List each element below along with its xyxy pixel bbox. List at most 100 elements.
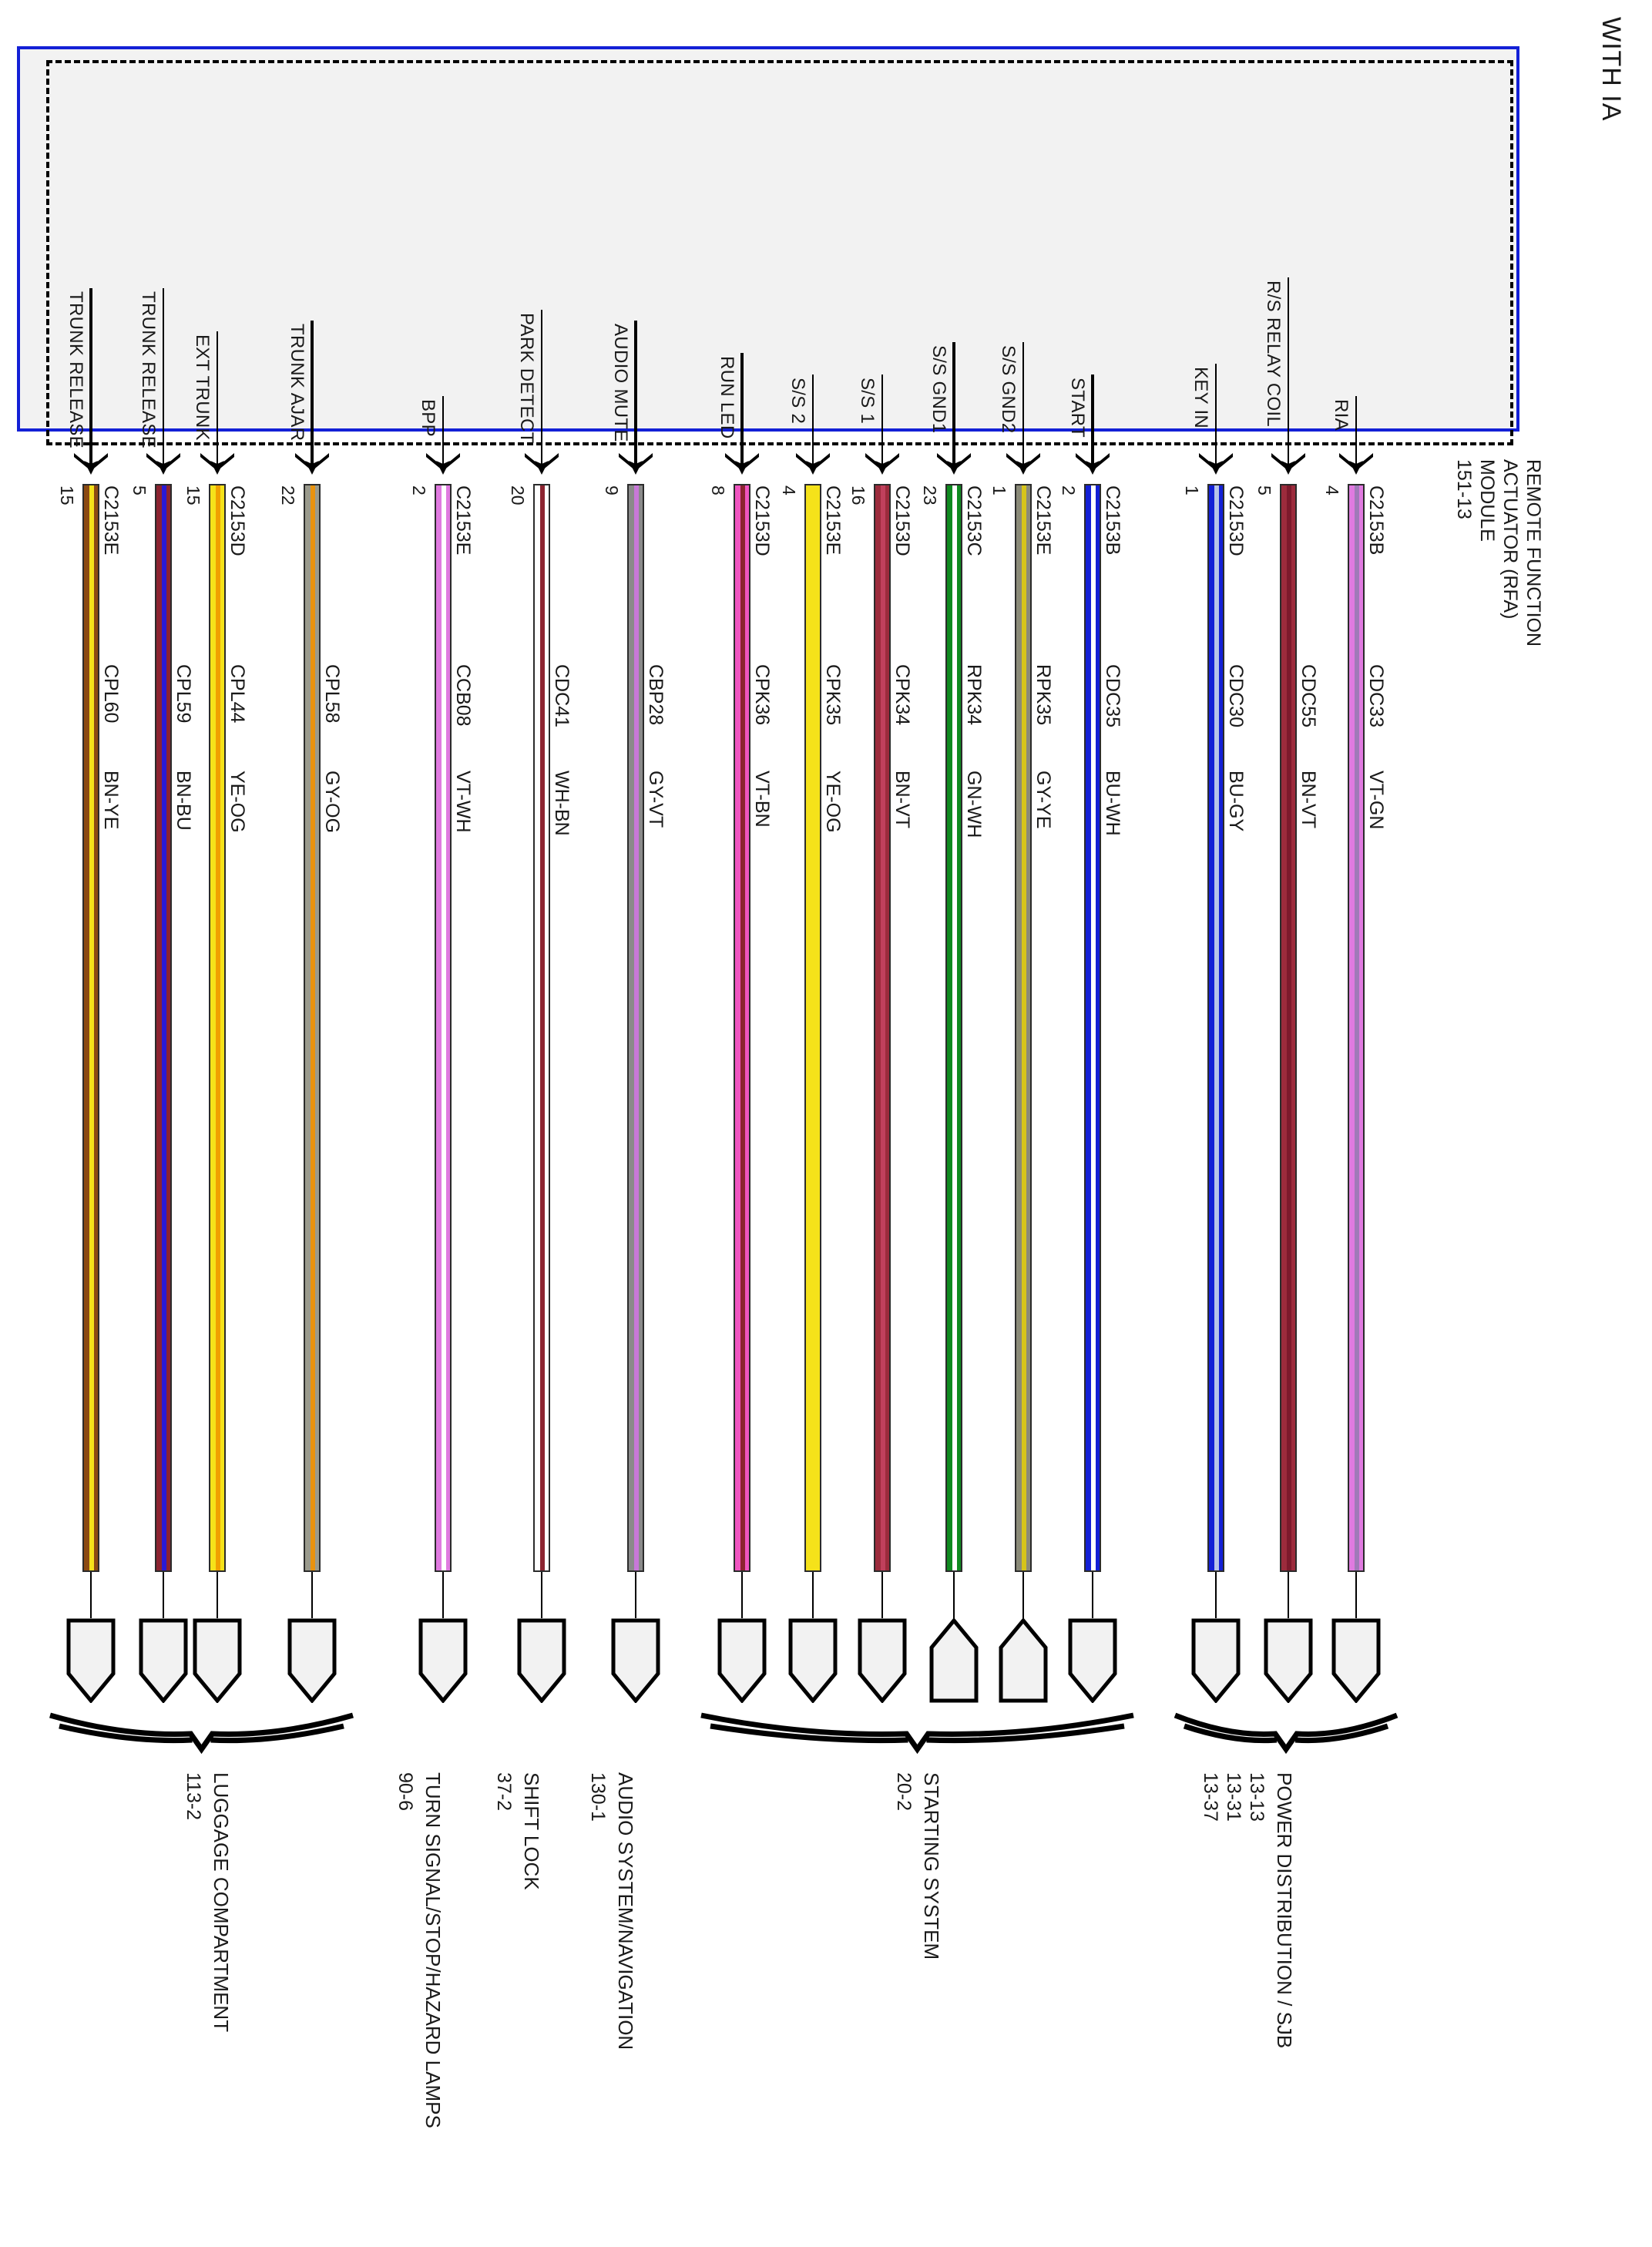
wire-stripe — [740, 485, 745, 1570]
module-name-line: REMOTE FUNCTION — [1523, 459, 1544, 647]
connector-down-icon[interactable] — [1331, 1618, 1381, 1703]
wire-CDC41 — [533, 484, 550, 1572]
pin-lead-line — [217, 331, 218, 472]
wire-CCB08 — [435, 484, 452, 1572]
wire-CPL60 — [82, 484, 99, 1572]
wire-stripe — [1355, 485, 1359, 1570]
group-bracket-icon — [700, 1711, 1135, 1757]
wire-CPL58 — [304, 484, 321, 1572]
connector-down-icon[interactable] — [418, 1618, 468, 1703]
pin-lead-line — [812, 374, 814, 472]
pin-lead-line — [740, 353, 744, 472]
group-ref-number: 113-2 — [183, 1772, 204, 1821]
wire-tail-line — [1288, 1572, 1289, 1618]
module-name-line: MODULE — [1476, 459, 1498, 542]
connector-down-icon[interactable] — [1191, 1618, 1241, 1703]
circuit-code: CPL44 — [227, 664, 248, 724]
pin-name-label: AUDIO MUTE — [610, 324, 631, 442]
wire-CDC55 — [1280, 484, 1297, 1572]
pin-lead-line — [442, 396, 444, 472]
circuit-code: CPL60 — [100, 664, 122, 724]
connector-down-icon[interactable] — [717, 1618, 767, 1703]
connector-down-icon[interactable] — [858, 1618, 907, 1703]
wire-color-code: BN-BU — [173, 771, 194, 831]
group-ref-number: 13-31 — [1223, 1772, 1244, 1822]
connector-down-icon[interactable] — [788, 1618, 838, 1703]
wire-stripe — [311, 485, 315, 1570]
wire-RPK35 — [1015, 484, 1032, 1572]
wire-CDC30 — [1207, 484, 1224, 1572]
circuit-code: CPK34 — [891, 664, 913, 726]
connector-down-icon[interactable] — [1264, 1618, 1313, 1703]
group-name-label: SHIFT LOCK — [520, 1772, 543, 1890]
pin-name-label: RUN LED — [717, 356, 737, 439]
pin-lead-line — [163, 288, 164, 472]
wire-RPK34 — [945, 484, 962, 1572]
wire-CBP28 — [627, 484, 644, 1572]
group-ref-number: 37-2 — [493, 1772, 515, 1812]
connector-id: C2153D — [227, 485, 248, 556]
pin-lead-line — [634, 321, 637, 472]
pin-lead-line — [952, 342, 955, 472]
pin-number: 2 — [409, 485, 429, 495]
circuit-code: CPK36 — [751, 664, 773, 726]
connector-down-icon[interactable] — [66, 1618, 116, 1703]
wire-color-code: GY-YE — [1032, 771, 1054, 829]
wire-tail-line — [953, 1572, 955, 1618]
pin-number: 5 — [129, 485, 149, 495]
circuit-code: CDC41 — [551, 664, 572, 727]
wire-stripe — [216, 485, 220, 1570]
ground-up-icon[interactable] — [999, 1618, 1048, 1703]
pin-number: 22 — [278, 485, 298, 505]
circuit-code: RPK35 — [1032, 664, 1054, 726]
pin-number: 9 — [602, 485, 622, 495]
wire-CDC35 — [1084, 484, 1101, 1572]
connector-down-icon[interactable] — [517, 1618, 566, 1703]
circuit-code: CDC35 — [1102, 664, 1123, 727]
pin-name-label: S/S 2 — [787, 378, 808, 425]
pin-lead-line — [1022, 342, 1024, 472]
pin-lead-line — [89, 288, 92, 472]
pin-number: 5 — [1254, 485, 1274, 495]
pin-name-label: TRUNK RELEASE — [65, 291, 86, 448]
down-arrow-icon — [1338, 452, 1374, 475]
pin-number: 4 — [1322, 485, 1342, 495]
pin-name-label: TRUNK RELEASE — [138, 291, 159, 448]
circuit-code: CPL58 — [321, 664, 343, 724]
pin-number: 1 — [1182, 485, 1202, 495]
wire-CPK36 — [734, 484, 750, 1572]
pin-number: 2 — [1059, 485, 1079, 495]
module-name-line: ACTUATOR (RFA) — [1499, 459, 1521, 620]
wire-color-code: GY-OG — [321, 771, 343, 834]
connector-down-icon[interactable] — [139, 1618, 188, 1703]
wire-tail-line — [881, 1572, 883, 1618]
pin-number: 16 — [848, 485, 868, 505]
connector-id: C2153D — [1225, 485, 1247, 556]
wire-color-code: BU-GY — [1225, 771, 1247, 832]
rfa-module-box — [17, 46, 1519, 432]
connector-down-icon[interactable] — [1068, 1618, 1117, 1703]
wire-tail-line — [163, 1572, 164, 1618]
wire-stripe — [1091, 485, 1096, 1570]
wire-tail-line — [311, 1572, 313, 1618]
wire-stripe — [89, 485, 94, 1570]
wire-CDC33 — [1348, 484, 1365, 1572]
circuit-code: CPL59 — [173, 664, 194, 724]
pin-name-label: PARK DETECT — [516, 313, 537, 444]
ground-up-icon[interactable] — [929, 1618, 979, 1703]
down-arrow-icon — [865, 452, 900, 475]
connector-id: C2153D — [751, 485, 773, 556]
group-ref-number: 20-2 — [893, 1772, 915, 1812]
wire-CPK35 — [804, 484, 821, 1572]
wire-stripe — [1287, 485, 1291, 1570]
down-arrow-icon — [1075, 452, 1110, 475]
connector-down-icon[interactable] — [287, 1618, 337, 1703]
down-arrow-icon — [1198, 452, 1234, 475]
connector-down-icon[interactable] — [193, 1618, 242, 1703]
connector-down-icon[interactable] — [611, 1618, 660, 1703]
rfa-module-dashed-boundary — [46, 60, 1513, 445]
wire-color-code: BN-VT — [891, 771, 913, 828]
wire-tail-line — [1092, 1572, 1093, 1618]
down-arrow-icon — [73, 452, 109, 475]
wire-color-code: VT-WH — [452, 771, 474, 833]
